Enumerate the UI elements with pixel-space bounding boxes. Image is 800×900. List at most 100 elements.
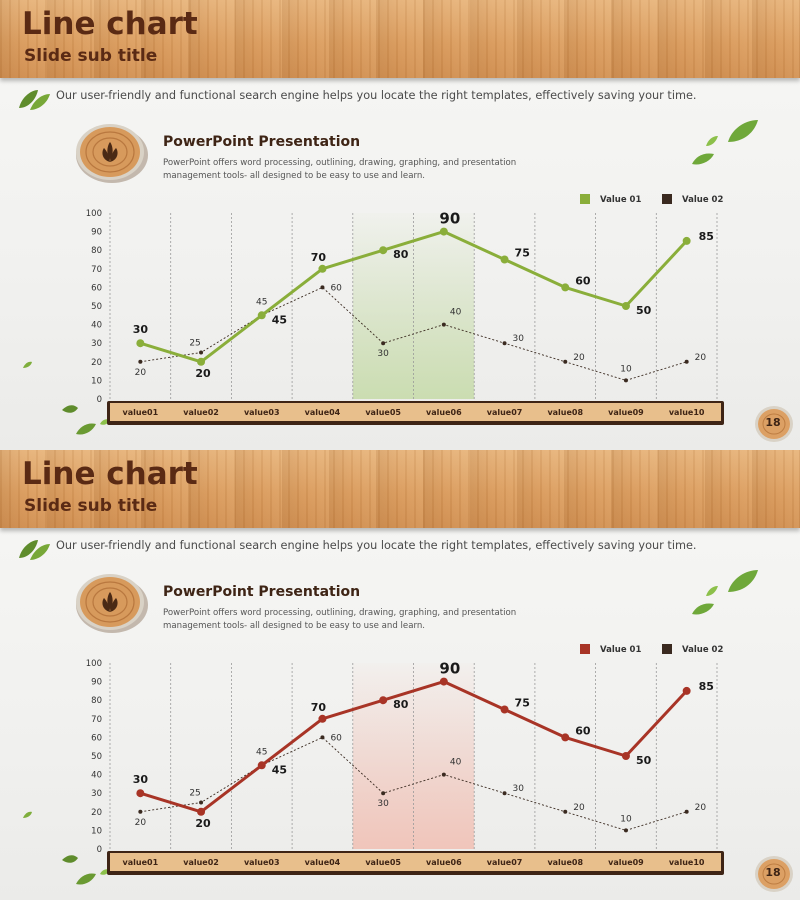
intro-text: Our user-friendly and functional search … — [56, 89, 697, 102]
x-tick-label: value04 — [305, 858, 341, 867]
leaf-icon — [23, 811, 32, 818]
data-label-value01: 80 — [393, 698, 409, 711]
y-tick-label: 0 — [97, 845, 102, 855]
category-strip-inner — [110, 403, 721, 421]
data-label-value02: 45 — [256, 297, 267, 307]
data-point-value01 — [439, 227, 448, 236]
x-tick-label: value08 — [547, 408, 583, 417]
y-tick-label: 60 — [91, 733, 102, 743]
page-number: 18 — [765, 866, 781, 879]
data-label-value02: 30 — [513, 334, 525, 344]
page-number: 18 — [765, 416, 781, 429]
leaf-icon — [692, 120, 758, 165]
data-label-value02: 25 — [189, 789, 200, 799]
data-point-value01 — [379, 246, 388, 255]
data-label-value02: 20 — [135, 368, 147, 378]
y-tick-label: 70 — [91, 715, 102, 725]
x-tick-label: value02 — [183, 408, 219, 417]
data-label-value01: 45 — [272, 763, 287, 776]
data-label-value01: 70 — [311, 701, 327, 714]
x-tick-label: value03 — [244, 408, 280, 417]
data-point-value02 — [684, 809, 689, 814]
data-label-value01: 90 — [439, 210, 460, 228]
data-point-value02 — [502, 791, 507, 796]
data-point-value02 — [623, 378, 628, 383]
x-tick-label: value04 — [305, 408, 341, 417]
data-label-value02: 30 — [513, 784, 525, 794]
data-point-value01 — [682, 236, 691, 245]
slide-title: Line chart — [22, 6, 198, 42]
data-point-value01 — [318, 264, 327, 273]
x-tick-label: value09 — [608, 408, 644, 417]
slide-subtitle: Slide sub title — [24, 46, 158, 66]
x-tick-label: value07 — [487, 858, 523, 867]
y-tick-label: 0 — [97, 395, 102, 405]
series-line-value02 — [140, 286, 687, 381]
data-label-value01: 75 — [515, 247, 530, 260]
section-title: PowerPoint Presentation — [163, 584, 361, 600]
section-body: PowerPoint offers word processing, outli… — [163, 158, 517, 181]
data-point-value01 — [561, 283, 570, 292]
data-label-value02: 20 — [573, 803, 585, 813]
y-tick-label: 80 — [91, 696, 102, 706]
data-point-value02 — [381, 791, 386, 796]
tree-log-icon — [76, 124, 148, 183]
data-label-value02: 20 — [573, 353, 585, 363]
data-label-value01: 30 — [133, 773, 149, 786]
series-line-value01 — [139, 230, 688, 364]
leaf-icon — [19, 540, 50, 560]
wood-header — [0, 450, 800, 528]
leaf-icon — [692, 570, 758, 615]
data-label-value01: 30 — [133, 323, 149, 336]
y-tick-label: 100 — [86, 209, 102, 219]
data-point-value01 — [136, 339, 145, 348]
data-point-value02 — [199, 800, 204, 805]
x-tick-label: value05 — [365, 858, 401, 867]
section-title: PowerPoint Presentation — [163, 134, 361, 150]
legend-swatch — [580, 644, 590, 654]
line-chart: 0 10 20 30 40 50 60 70 80 90 100 value01 value02 valu… — [86, 194, 724, 425]
legend-label: Value 01 — [600, 645, 641, 655]
data-label-value01: 80 — [393, 248, 409, 261]
x-tick-label: value06 — [426, 408, 462, 417]
y-tick-label: 30 — [91, 789, 102, 799]
data-label-value01: 70 — [311, 251, 327, 264]
y-tick-label: 80 — [91, 246, 102, 256]
line-chart: 0 10 20 30 40 50 60 70 80 90 100 value01 value02 valu… — [86, 644, 724, 875]
slide-subtitle: Slide sub title — [24, 496, 158, 516]
y-tick-label: 90 — [91, 678, 102, 688]
y-tick-label: 50 — [91, 302, 102, 312]
y-tick-label: 20 — [91, 358, 102, 368]
legend-swatch — [662, 644, 672, 654]
data-label-value02: 60 — [330, 283, 342, 293]
data-label-value01: 60 — [575, 274, 591, 287]
y-tick-label: 100 — [86, 659, 102, 669]
data-label-value01: 50 — [636, 304, 652, 317]
data-point-value02 — [138, 359, 143, 364]
x-tick-label: value07 — [487, 408, 523, 417]
data-point-value01 — [621, 752, 630, 760]
y-tick-label: 60 — [91, 283, 102, 293]
data-point-value01 — [500, 705, 509, 714]
data-label-value02: 20 — [695, 353, 707, 363]
data-point-value02 — [441, 322, 446, 327]
x-tick-label: value01 — [123, 408, 159, 417]
data-label-value01: 60 — [575, 724, 591, 737]
leaf-icon — [19, 90, 50, 110]
data-label-value02: 10 — [620, 814, 632, 824]
data-label-value02: 30 — [377, 349, 389, 359]
legend-swatch — [662, 194, 672, 204]
data-point-value02 — [320, 285, 325, 290]
legend-label: Value 02 — [682, 195, 723, 205]
data-point-value02 — [138, 809, 143, 814]
data-point-value01 — [257, 311, 266, 320]
data-point-value01 — [318, 714, 327, 723]
data-point-value01 — [500, 255, 509, 264]
data-point-value01 — [621, 302, 630, 310]
data-point-value02 — [502, 341, 507, 346]
data-label-value01: 20 — [195, 817, 211, 830]
data-label-value02: 30 — [377, 799, 389, 809]
data-label-value01: 45 — [272, 313, 287, 326]
y-tick-label: 10 — [91, 376, 102, 386]
data-label-value01: 85 — [699, 680, 714, 693]
